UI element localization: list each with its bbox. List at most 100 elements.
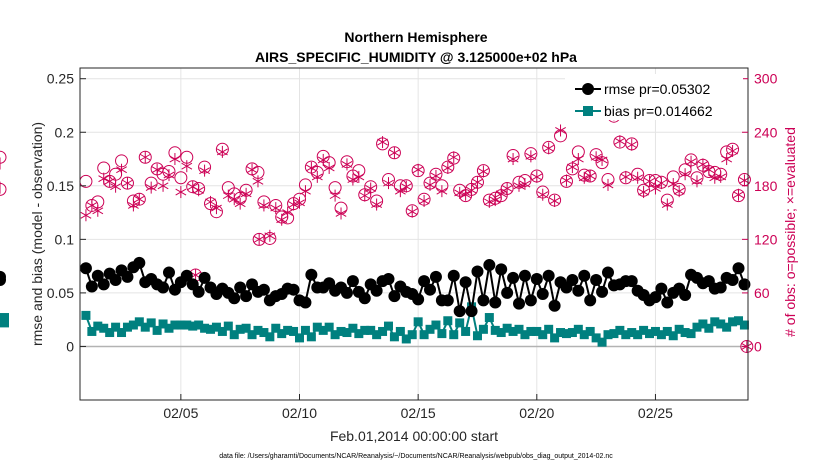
- star-stroke: [377, 138, 389, 146]
- rmse-point: [548, 299, 561, 312]
- rmse-point: [524, 294, 537, 307]
- y-tick-label: 0.25: [47, 71, 74, 87]
- star-stroke: [561, 177, 572, 184]
- obs-evaluated-point: [721, 153, 733, 166]
- rmse-point: [655, 282, 668, 295]
- star-stroke: [513, 182, 525, 190]
- star-stroke: [139, 153, 151, 161]
- obs-evaluated-point: [388, 146, 400, 159]
- obs-evaluated-point: [139, 151, 151, 164]
- bias-point: [271, 323, 281, 333]
- obs-evaluated-point: [377, 136, 389, 149]
- obs-possible-point: [0, 182, 7, 196]
- obs-evaluated-point: [584, 169, 596, 182]
- bias-point: [229, 330, 239, 340]
- star-stroke: [110, 183, 122, 191]
- rmse-point: [661, 296, 674, 309]
- bias-point: [247, 330, 257, 340]
- star-stroke: [667, 180, 679, 188]
- star-stroke: [86, 202, 98, 209]
- bias-point: [650, 326, 660, 336]
- bias-point: [354, 329, 364, 339]
- obs-evaluated-point: [270, 202, 282, 215]
- obs-evaluated-point: [193, 184, 205, 197]
- star-stroke: [602, 181, 614, 189]
- obs-evaluated-point: [365, 182, 377, 195]
- obs-evaluated-point: [531, 170, 543, 183]
- x-axis-label: Feb.01,2014 00:00:00 start: [330, 428, 498, 444]
- obs-evaluated-point: [116, 163, 127, 176]
- obs-evaluated-point: [489, 194, 501, 207]
- star-stroke: [145, 184, 157, 192]
- bias-point: [389, 332, 399, 342]
- rmse-point: [418, 275, 431, 288]
- star-stroke: [549, 197, 561, 205]
- obs-evaluated-point: [507, 153, 519, 166]
- bias-point: [532, 326, 542, 336]
- bias-point: [674, 324, 684, 334]
- obs-evaluated-point: [537, 188, 549, 201]
- star-stroke: [727, 147, 739, 155]
- rmse-point: [501, 286, 514, 299]
- bias-point: [413, 317, 423, 327]
- star-stroke: [400, 183, 412, 191]
- obs-evaluated-point: [181, 160, 193, 173]
- bias-point: [283, 325, 293, 335]
- bias-point: [395, 326, 405, 336]
- rmse-point: [429, 270, 442, 283]
- bias-point: [573, 324, 583, 334]
- bias-point: [372, 330, 382, 340]
- rmse-point: [299, 296, 312, 309]
- obs-evaluated-point: [454, 186, 466, 199]
- rmse-point: [714, 281, 727, 294]
- obs-evaluated-point: [472, 176, 483, 189]
- star-stroke: [252, 177, 264, 185]
- obs-evaluated-point: [104, 175, 116, 188]
- bias-point: [330, 330, 340, 340]
- bias-point: [502, 323, 512, 333]
- obs-evaluated-point: [199, 164, 211, 177]
- star-stroke: [632, 174, 644, 182]
- obs-evaluated-point: [555, 124, 566, 137]
- obs-evaluated-point: [650, 182, 661, 195]
- obs-evaluated-point: [163, 169, 175, 182]
- star-stroke: [246, 166, 258, 174]
- legend-bias-marker: [583, 106, 593, 116]
- star-stroke: [347, 176, 359, 183]
- bias-point: [318, 325, 328, 335]
- star-stroke: [655, 179, 667, 187]
- obs-evaluated-point: [412, 163, 424, 176]
- bias-point: [81, 310, 91, 320]
- obs-evaluated-point: [578, 171, 590, 184]
- bias-point: [111, 322, 121, 332]
- bias-point: [300, 325, 310, 335]
- rmse-point: [513, 297, 526, 310]
- star-stroke: [228, 195, 240, 203]
- obs-evaluated-point: [460, 188, 472, 201]
- rmse-point: [489, 296, 502, 309]
- star-stroke: [596, 156, 608, 164]
- bias-point: [0, 313, 9, 323]
- obs-evaluated-point: [216, 145, 228, 158]
- rmse-point: [530, 272, 543, 285]
- star-stroke: [341, 160, 353, 168]
- star-stroke: [442, 164, 454, 172]
- bias-point: [508, 326, 518, 336]
- obs-evaluated-point: [477, 165, 489, 178]
- star-stroke: [288, 201, 300, 208]
- rmse-point: [412, 293, 425, 306]
- bias-point: [407, 330, 417, 340]
- bias-point: [496, 328, 506, 338]
- bias-point: [621, 330, 631, 340]
- obs-evaluated-point: [335, 207, 347, 220]
- obs-evaluated-point: [495, 187, 507, 200]
- bias-point: [579, 330, 589, 340]
- star-stroke: [483, 198, 495, 206]
- obs-evaluated-point: [691, 175, 703, 188]
- obs-evaluated-point: [311, 170, 323, 183]
- bias-point: [152, 325, 162, 335]
- bias-point: [538, 330, 548, 340]
- obs-evaluated-point: [80, 209, 92, 222]
- legend-box: [565, 74, 743, 120]
